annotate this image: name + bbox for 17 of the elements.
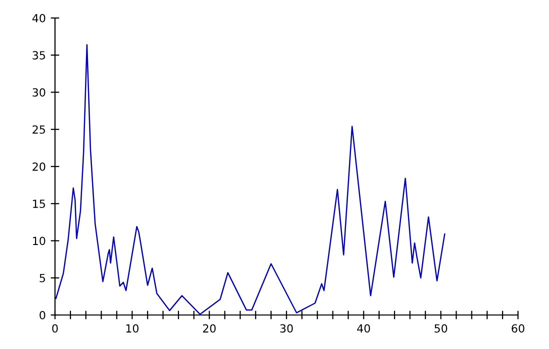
y-tick-label: 35 [32, 51, 45, 60]
x-tick-label: 30 [280, 324, 293, 333]
y-tick-label: 40 [32, 14, 46, 22]
y-tick-label: 5 [40, 274, 45, 282]
x-tick-label: 20 [203, 324, 216, 333]
x-tick-label: 0 [52, 324, 58, 333]
y-tick-label: 15 [33, 200, 45, 208]
y-tick-label: 20 [32, 162, 46, 171]
line-series [55, 44, 446, 315]
x-tick-label: 10 [126, 324, 138, 333]
y-tick-label: 30 [32, 88, 46, 97]
y-tick-label: 25 [32, 125, 45, 134]
x-tick-label: 50 [434, 324, 448, 333]
y-tick-label: 0 [40, 310, 46, 320]
y-tick-label: 10 [33, 236, 46, 246]
x-tick-label: 60 [512, 324, 524, 333]
x-tick-label: 40 [357, 324, 370, 333]
